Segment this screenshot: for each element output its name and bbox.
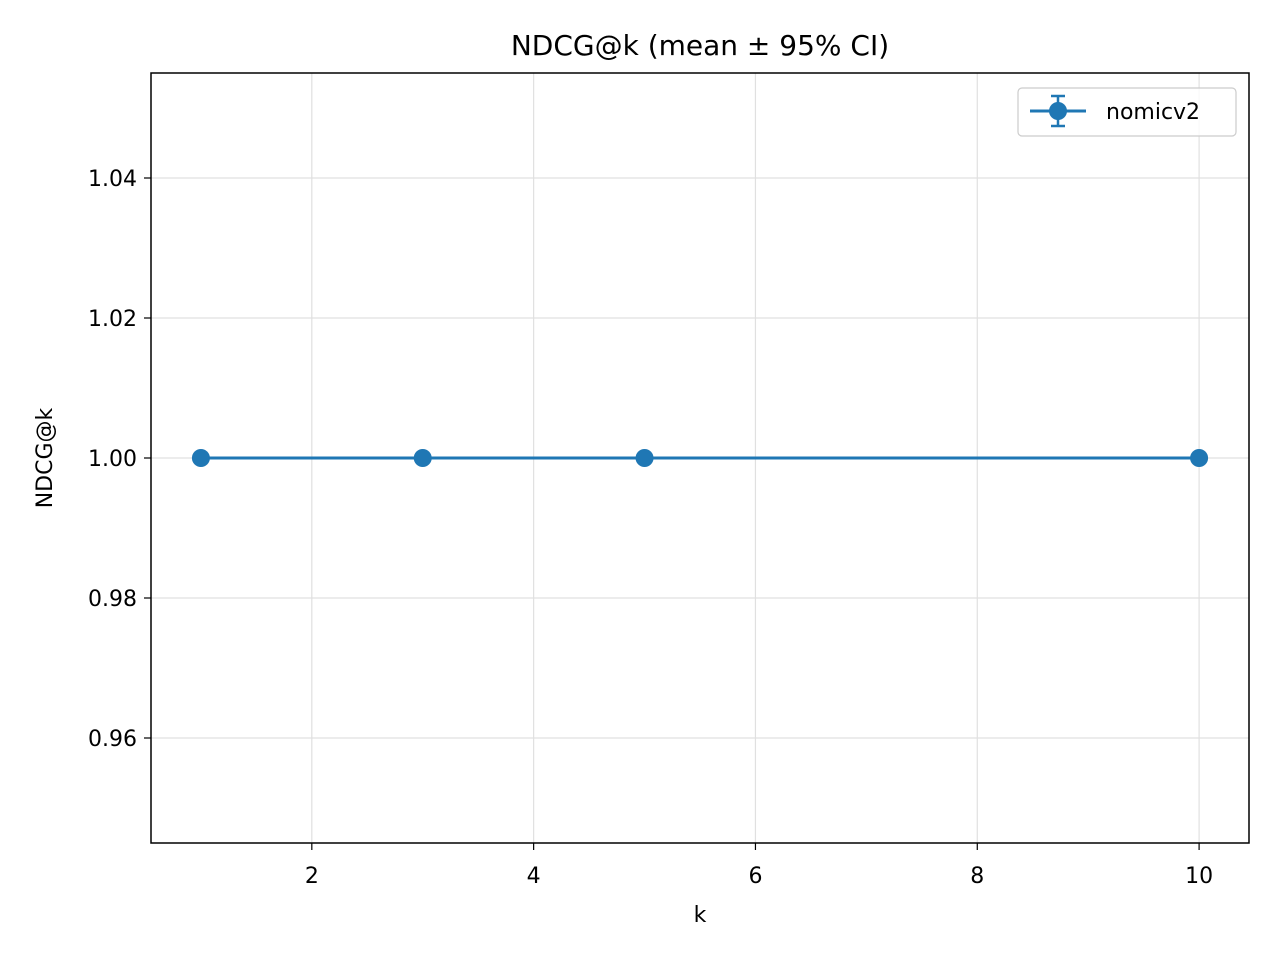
x-tick-label: 10 [1185, 864, 1213, 889]
x-tick-label: 8 [970, 864, 984, 889]
legend: nomicv2 [1017, 87, 1237, 137]
data-point [413, 449, 432, 467]
x-axis-ticks: 2 4 6 8 10 [305, 843, 1213, 889]
series-layer [191, 449, 1209, 467]
data-point [635, 449, 654, 467]
y-tick-label: 0.96 [88, 727, 137, 752]
x-tick-label: 6 [748, 864, 762, 889]
chart-title: NDCG@k (mean ± 95% CI) [511, 29, 889, 62]
y-tick-label: 0.98 [88, 587, 137, 612]
data-point [191, 449, 210, 467]
y-tick-label: 1.02 [88, 307, 137, 332]
legend-marker [1030, 94, 1086, 128]
legend-box [1017, 87, 1237, 137]
y-axis-ticks: 0.96 0.98 1.00 1.02 1.04 [88, 167, 151, 752]
y-axis-label: NDCG@k [33, 407, 58, 508]
x-tick-label: 4 [527, 864, 541, 889]
y-tick-label: 1.00 [88, 447, 137, 472]
legend-label-nomicv2: nomicv2 [1106, 100, 1200, 125]
data-point [1190, 449, 1209, 467]
legend-point [1049, 102, 1067, 120]
x-tick-label: 2 [305, 864, 319, 889]
y-tick-label: 1.04 [88, 167, 137, 192]
x-axis-label: k [694, 903, 707, 928]
